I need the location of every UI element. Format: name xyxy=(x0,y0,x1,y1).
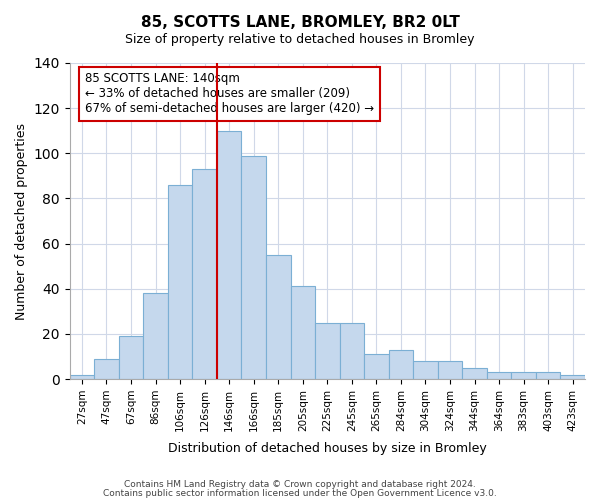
Bar xyxy=(241,156,266,379)
X-axis label: Distribution of detached houses by size in Bromley: Distribution of detached houses by size … xyxy=(168,442,487,455)
Bar xyxy=(413,361,438,379)
Bar xyxy=(389,350,413,379)
Bar xyxy=(168,185,193,379)
Text: Contains public sector information licensed under the Open Government Licence v3: Contains public sector information licen… xyxy=(103,488,497,498)
Bar xyxy=(143,294,168,379)
Text: 85, SCOTTS LANE, BROMLEY, BR2 0LT: 85, SCOTTS LANE, BROMLEY, BR2 0LT xyxy=(140,15,460,30)
Text: 85 SCOTTS LANE: 140sqm
← 33% of detached houses are smaller (209)
67% of semi-de: 85 SCOTTS LANE: 140sqm ← 33% of detached… xyxy=(85,72,374,116)
Bar xyxy=(438,361,462,379)
Bar xyxy=(193,169,217,379)
Bar xyxy=(560,374,585,379)
Text: Size of property relative to detached houses in Bromley: Size of property relative to detached ho… xyxy=(125,32,475,46)
Bar xyxy=(70,374,94,379)
Bar xyxy=(511,372,536,379)
Y-axis label: Number of detached properties: Number of detached properties xyxy=(15,122,28,320)
Bar xyxy=(536,372,560,379)
Bar xyxy=(290,286,315,379)
Bar xyxy=(487,372,511,379)
Bar xyxy=(217,130,241,379)
Text: Contains HM Land Registry data © Crown copyright and database right 2024.: Contains HM Land Registry data © Crown c… xyxy=(124,480,476,489)
Bar xyxy=(340,322,364,379)
Bar xyxy=(462,368,487,379)
Bar xyxy=(315,322,340,379)
Bar xyxy=(266,255,290,379)
Bar xyxy=(94,358,119,379)
Bar xyxy=(119,336,143,379)
Bar xyxy=(364,354,389,379)
